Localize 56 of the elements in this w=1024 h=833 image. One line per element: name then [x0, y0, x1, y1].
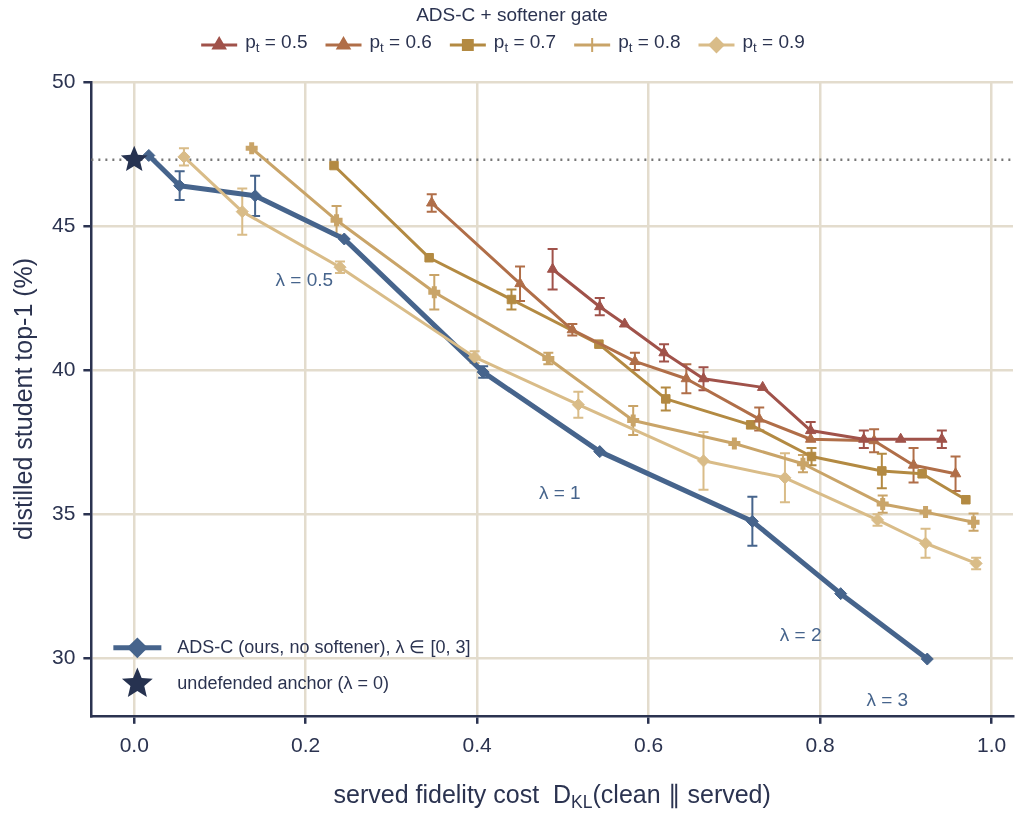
point — [778, 471, 792, 485]
y-tick-label: 35 — [52, 500, 76, 524]
point — [142, 148, 156, 162]
x-tick-label: 0.6 — [634, 733, 664, 757]
y-tick-label: 50 — [52, 68, 76, 92]
point — [834, 587, 848, 601]
legend-label: undefended anchor (λ = 0) — [177, 672, 390, 693]
point — [697, 454, 710, 468]
point — [697, 372, 710, 383]
point — [753, 412, 765, 423]
point — [593, 445, 607, 459]
point — [629, 354, 641, 365]
point — [571, 398, 585, 412]
point — [235, 205, 249, 219]
y-axis-title: distilled student top-1 (%) — [8, 257, 37, 540]
point — [919, 536, 933, 550]
point — [594, 300, 606, 311]
legend-title: ADS-C + softener gate — [416, 4, 608, 26]
point — [894, 432, 907, 443]
point — [120, 145, 148, 172]
point — [658, 346, 670, 357]
point — [917, 469, 927, 479]
point — [806, 451, 817, 462]
y-tick-label: 40 — [52, 356, 76, 380]
annotation: λ = 2 — [779, 623, 822, 645]
point — [745, 420, 756, 430]
annotation: λ = 1 — [538, 481, 581, 503]
point — [546, 262, 559, 273]
point — [618, 317, 631, 328]
point — [920, 652, 934, 666]
x-tick-label: 0.0 — [119, 733, 149, 757]
point — [424, 252, 434, 263]
point — [426, 196, 438, 207]
point — [858, 432, 870, 443]
x-tick-label: 0.8 — [805, 733, 835, 757]
x-tick-label: 1.0 — [976, 733, 1007, 757]
point — [961, 494, 971, 505]
x-tick-label: 0.2 — [291, 733, 321, 757]
point — [329, 160, 339, 171]
point — [337, 232, 351, 246]
point — [936, 432, 948, 443]
point — [745, 514, 759, 528]
y-tick-label: 30 — [52, 644, 76, 668]
point — [248, 189, 262, 203]
point — [804, 424, 817, 435]
point — [756, 380, 769, 391]
y-tick-label: 45 — [52, 212, 76, 236]
point — [661, 394, 671, 404]
point — [877, 466, 887, 476]
point — [949, 467, 962, 478]
point — [907, 458, 920, 469]
legend-label: ADS-C (ours, no softener), λ ∈ [0, 3] — [177, 636, 471, 657]
annotation: λ = 3 — [866, 689, 909, 711]
annotation: λ = 0.5 — [275, 269, 334, 291]
point — [506, 294, 517, 305]
x-tick-label: 0.4 — [462, 733, 493, 757]
